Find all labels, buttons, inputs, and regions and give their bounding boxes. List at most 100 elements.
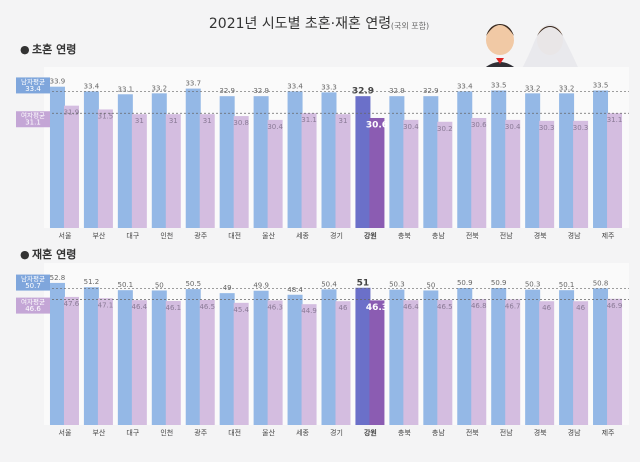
bar <box>151 93 167 228</box>
value-label: 33.2 <box>559 84 575 92</box>
x-tick-label: 경기 <box>330 231 343 240</box>
chart-title: 초혼 연령 <box>32 42 76 56</box>
value-label: 30.6 <box>366 120 388 130</box>
bar <box>233 116 249 228</box>
average-label: 여자평균 <box>21 297 45 306</box>
value-label: 50.3 <box>389 281 405 289</box>
bar <box>185 289 201 425</box>
value-label: 33.4 <box>457 82 473 90</box>
bar <box>471 117 487 228</box>
x-tick-label: 전남 <box>500 231 513 240</box>
bar <box>369 117 385 228</box>
bar <box>63 296 79 425</box>
value-label: 31 <box>135 117 144 125</box>
value-label: 32.9 <box>219 87 235 95</box>
bar <box>573 120 589 228</box>
average-box <box>16 274 50 291</box>
bar <box>287 294 303 425</box>
bar <box>267 119 283 228</box>
value-label: 46.7 <box>505 302 521 310</box>
bar <box>321 289 337 425</box>
bar <box>233 302 249 425</box>
x-tick-label: 인천 <box>160 428 173 437</box>
value-label: 46 <box>339 304 348 312</box>
bar <box>389 289 405 425</box>
value-label: 30.6 <box>471 121 487 129</box>
x-tick-label: 경남 <box>568 231 581 240</box>
value-label: 46.4 <box>132 303 148 311</box>
value-label: 50.8 <box>593 279 609 287</box>
x-tick-label: 전남 <box>500 428 513 437</box>
average-label: 남자평균 <box>21 77 45 86</box>
bar <box>63 105 79 228</box>
title: 2021년 시도별 초혼·재혼 연령 <box>209 16 391 32</box>
bar <box>131 300 147 425</box>
bar <box>539 120 555 228</box>
bar <box>335 301 351 425</box>
x-tick-label: 대구 <box>126 232 139 240</box>
average-label: 남자평균 <box>21 274 45 283</box>
x-tick-label: 부산 <box>92 428 105 437</box>
bar <box>437 121 453 228</box>
bar <box>525 93 541 228</box>
bar <box>49 86 65 228</box>
value-label: 46.3 <box>267 303 283 311</box>
x-tick-label: 경기 <box>330 428 343 437</box>
value-label: 33.2 <box>525 84 541 92</box>
value-label: 30.3 <box>573 124 589 132</box>
bar <box>253 96 269 228</box>
bar <box>423 96 439 228</box>
value-label: 31.1 <box>607 116 623 124</box>
value-label: 33.5 <box>491 81 507 89</box>
bar <box>505 119 521 228</box>
bar <box>437 299 453 425</box>
value-label: 33.7 <box>185 80 201 88</box>
x-tick-label: 광주 <box>194 232 207 240</box>
value-label: 50.5 <box>185 280 201 288</box>
bar <box>607 113 623 228</box>
x-tick-label: 전북 <box>466 428 479 437</box>
bar <box>355 287 371 425</box>
x-tick-label: 세종 <box>296 428 309 437</box>
x-tick-label: 서울 <box>59 231 72 240</box>
value-label: 31.9 <box>64 109 80 117</box>
value-label: 32.9 <box>352 87 374 97</box>
x-tick-label: 충남 <box>432 231 445 240</box>
x-tick-label: 대전 <box>228 428 241 437</box>
value-label: 51 <box>357 278 370 288</box>
value-label: 33.4 <box>287 82 303 90</box>
bar <box>369 300 385 425</box>
bar <box>185 88 201 228</box>
bar <box>403 300 419 425</box>
bar <box>117 290 133 425</box>
bar <box>471 299 487 425</box>
x-tick-label: 강원 <box>364 428 377 437</box>
x-tick-label: 충북 <box>398 231 411 240</box>
value-label: 30.2 <box>437 125 453 133</box>
value-label: 46 <box>542 304 551 312</box>
bar <box>403 119 419 228</box>
value-label: 50 <box>155 281 164 289</box>
value-label: 46.8 <box>471 302 487 310</box>
bar <box>219 293 235 425</box>
bar <box>253 290 269 425</box>
value-label: 45.4 <box>233 306 249 314</box>
x-tick-label: 대구 <box>126 429 139 437</box>
value-label: 48.4 <box>287 286 303 294</box>
average-box <box>16 297 50 314</box>
x-tick-label: 경북 <box>534 428 547 437</box>
value-label: 47.1 <box>98 301 114 309</box>
value-label: 31 <box>203 117 212 125</box>
average-box <box>16 111 50 128</box>
average-value: 50.7 <box>25 282 41 290</box>
x-tick-label: 세종 <box>296 231 309 240</box>
bar <box>573 301 589 425</box>
average-value: 31.1 <box>25 119 41 127</box>
bar <box>607 298 623 425</box>
bar <box>301 304 317 425</box>
bar <box>165 114 181 228</box>
x-tick-label: 울산 <box>262 231 275 240</box>
x-tick-label: 서울 <box>59 428 72 437</box>
x-tick-label: 제주 <box>602 232 615 240</box>
x-tick-label: 광주 <box>194 429 207 437</box>
